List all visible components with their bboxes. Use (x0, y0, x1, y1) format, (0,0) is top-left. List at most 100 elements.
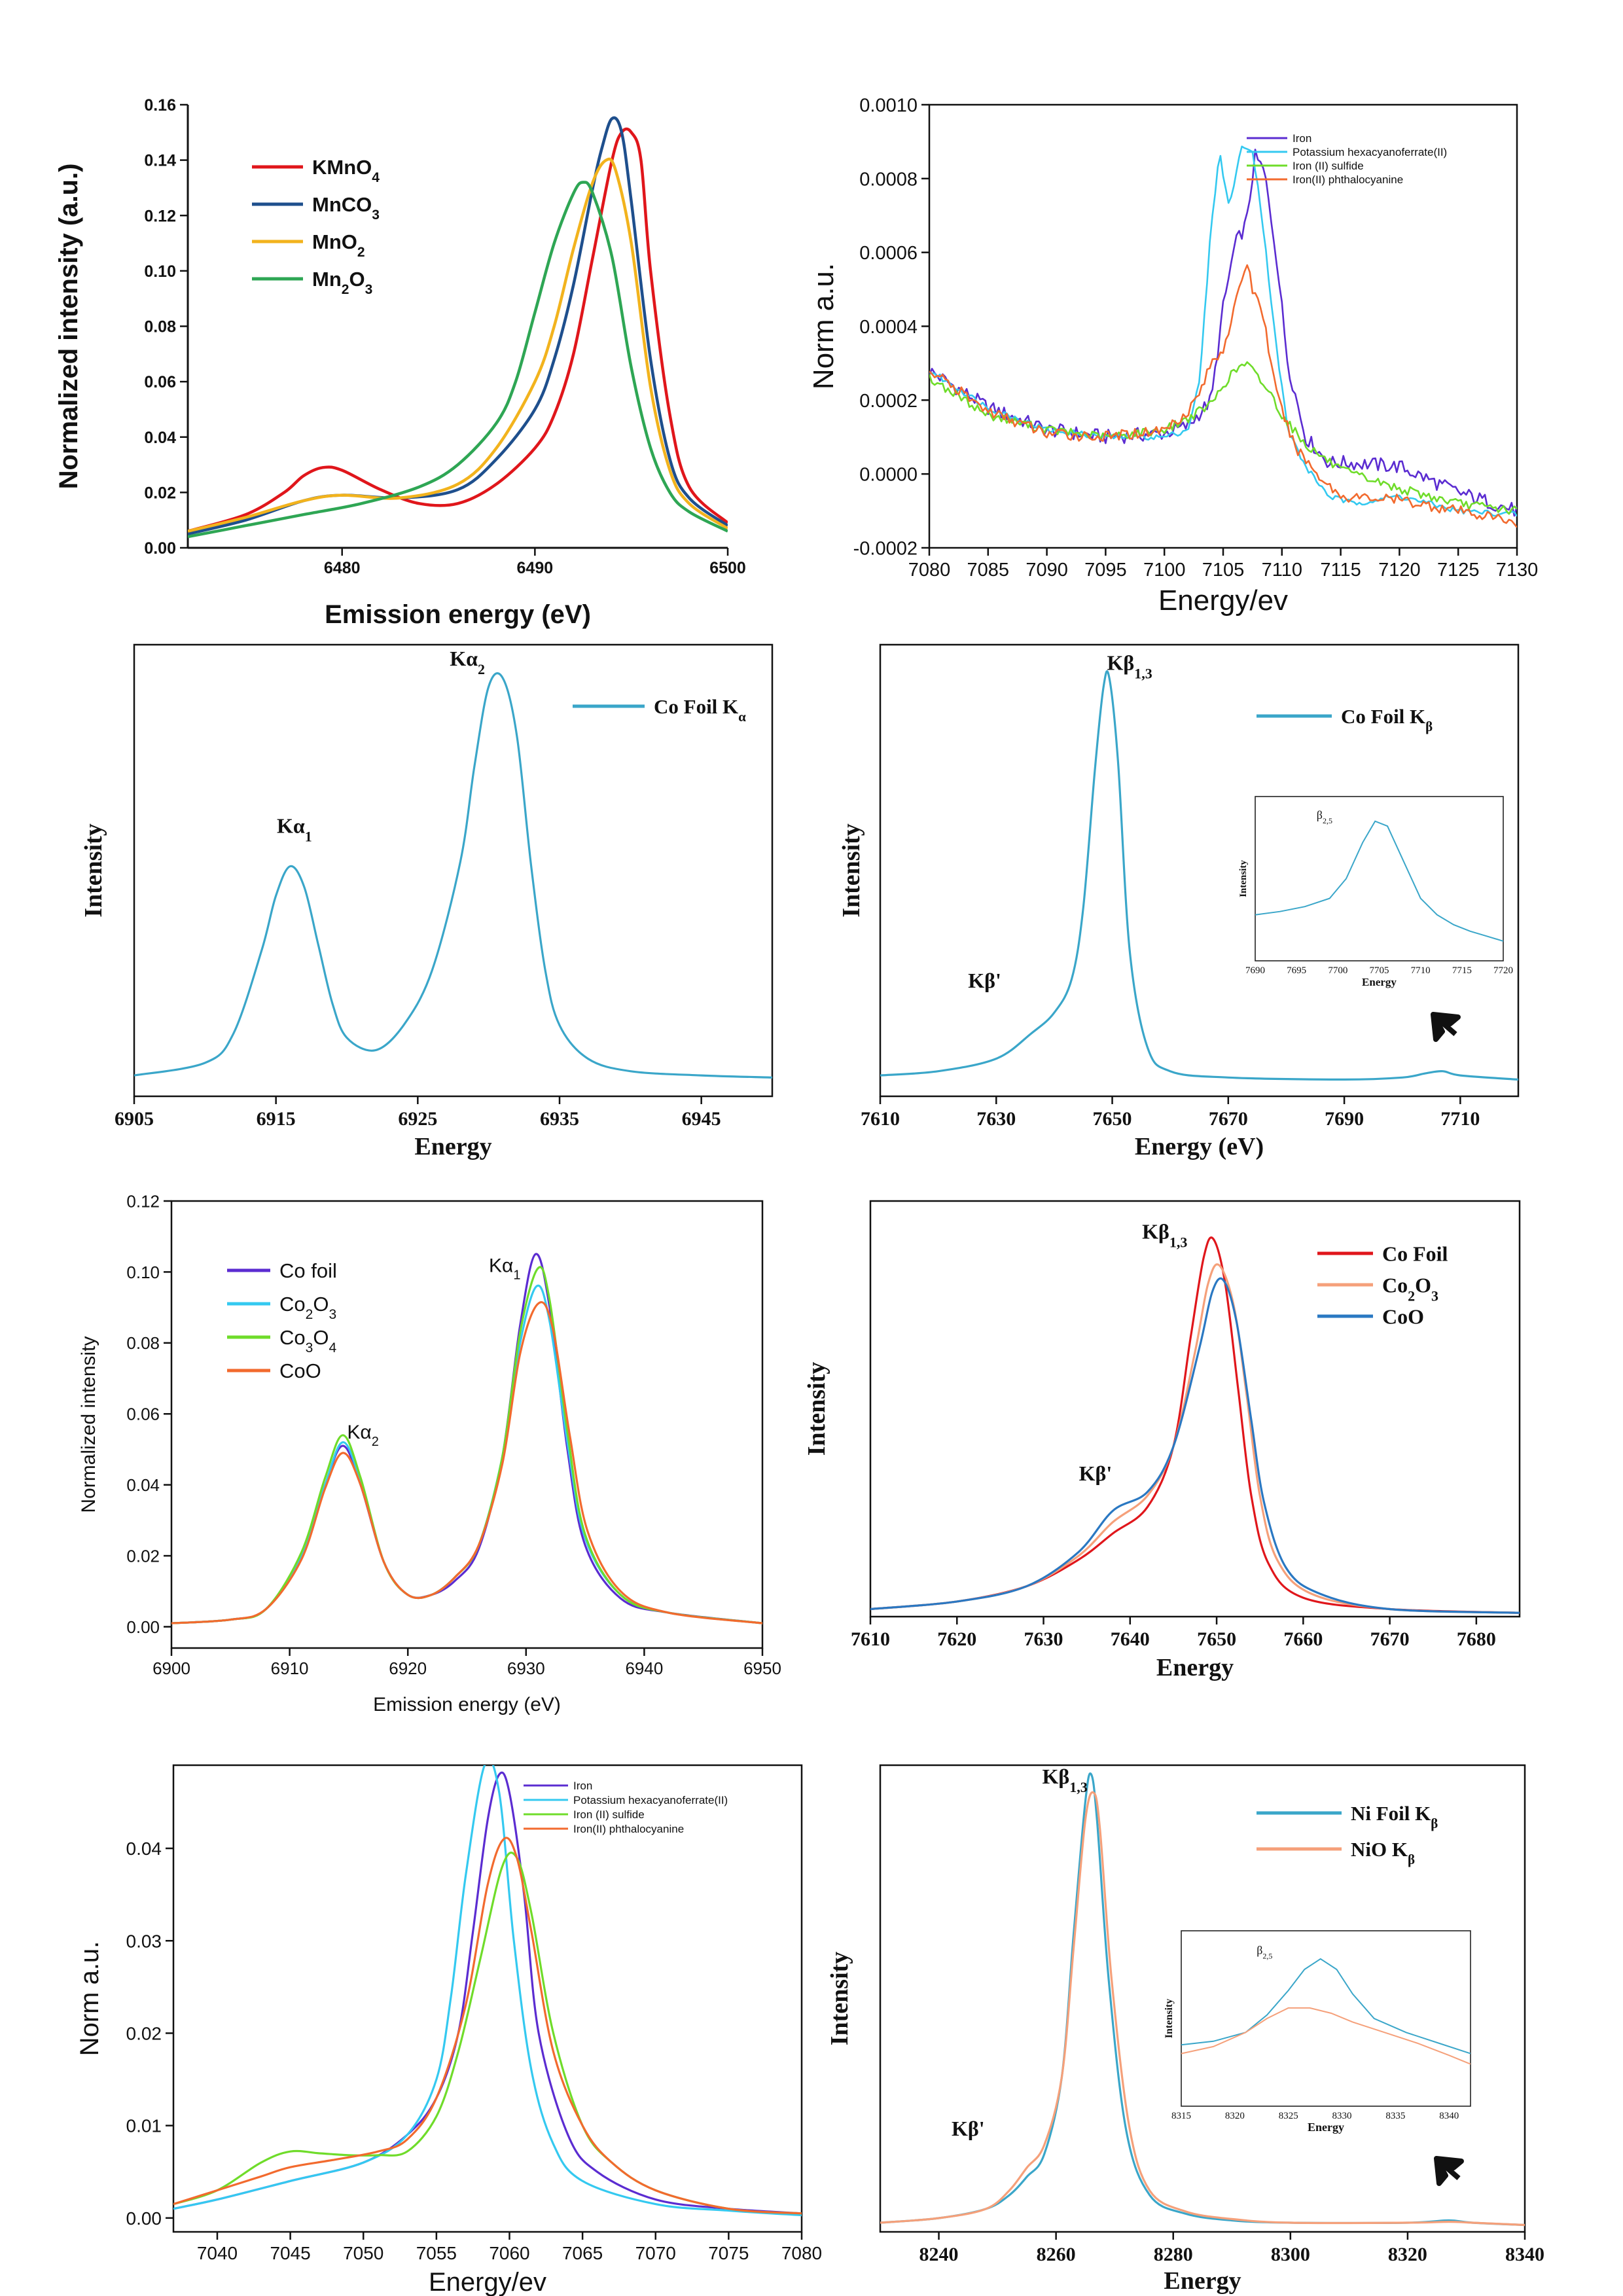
series-group (929, 145, 1517, 528)
x-tick-label: 7100 (1143, 560, 1186, 581)
chart-co-kb: 7610 7630 7650 7670 7690 7710 Energy (eV) Inten… (838, 643, 1520, 1160)
peak-annotation: Kβ1,3 (1142, 1220, 1187, 1251)
inset-chart: 8315 8320 8325 8330 8335 8340 Energy Intensity β… (1164, 1930, 1471, 2134)
y-tick-label: 0.01 (126, 2116, 162, 2136)
x-tick-label: 7110 (1262, 560, 1302, 581)
axes-frame (172, 1764, 803, 2233)
chart-co-ka-2: 6900 6910 6920 6930 6940 6950 0.00 0.02 0.04 0.06… (78, 1191, 781, 1715)
x-tick-label: 7690 (1325, 1108, 1364, 1130)
inset-x-label: Energy (1308, 2121, 1344, 2134)
series-line-3 (173, 1852, 802, 2215)
x-tick-label: 7650 (1197, 1628, 1236, 1650)
legend-label: Co foil (279, 1259, 337, 1282)
x-tick-label: 7080 (908, 560, 951, 581)
y-tick-label: 0.16 (144, 96, 176, 115)
series-line-2 (929, 145, 1517, 517)
legend: Iron Potassium hexacyanoferrate(II) Iron (… (524, 1780, 728, 1835)
x-tick-label: 6950 (743, 1659, 781, 1678)
inset-tick-label: 7720 (1493, 965, 1513, 976)
series-line-1 (134, 672, 772, 1079)
y-tick-label: 0.0008 (859, 169, 918, 190)
x-tick-label: 7115 (1320, 560, 1361, 581)
legend-label: Iron (1293, 132, 1311, 145)
legend-label: Co3O4 (279, 1326, 336, 1355)
legend-label: Potassium hexacyanoferrate(II) (573, 1794, 728, 1806)
y-tick-label: 0.0002 (859, 391, 918, 412)
inset-tick-label: 8330 (1332, 2111, 1352, 2121)
series-line-1 (188, 127, 728, 533)
x-tick-label: 7120 (1378, 560, 1421, 581)
x-tick-label: 7085 (967, 560, 1010, 581)
x-tick-label: 6915 (257, 1108, 296, 1130)
series-line-4 (173, 1837, 802, 2215)
legend-label: Co2O3 (279, 1293, 336, 1322)
y-axis-label: Intensity (803, 1362, 830, 1456)
x-tick-label: 6945 (682, 1108, 721, 1130)
y-tick-label: 0.0004 (859, 317, 918, 338)
x-tick-label: 7610 (861, 1108, 900, 1130)
series-line-1 (173, 1771, 802, 2215)
series-line-3 (929, 361, 1517, 515)
x-tick-label: 8260 (1037, 2244, 1076, 2265)
x-tick-label: 7040 (197, 2243, 238, 2263)
y-tick-label: 0.06 (144, 373, 176, 391)
x-tick-label: 7065 (562, 2243, 603, 2263)
y-axis-label: Norm a.u. (808, 263, 840, 389)
legend-label: CoO (279, 1359, 321, 1382)
legend-label: Iron (573, 1780, 592, 1792)
chart-co-kb-2: 7610 7620 7630 7640 7650 7660 7670 7680 Energy In… (803, 1200, 1521, 1681)
series-line-3 (188, 157, 728, 533)
series-group (171, 1253, 762, 1624)
y-tick-label: 0.04 (126, 1475, 160, 1495)
x-tick-label: 7105 (1202, 560, 1245, 581)
legend-label: KMnO4 (312, 156, 380, 185)
inset-tick-label: 8320 (1225, 2111, 1245, 2121)
axes-frame (170, 1200, 764, 1649)
x-tick-label: 7070 (635, 2243, 676, 2263)
y-axis-label: Intensity (826, 1952, 853, 2046)
series-line-2 (870, 1263, 1520, 1614)
legend-label: Co Foil Kα (654, 695, 746, 725)
peak-annotation: Kβ1,3 (1107, 651, 1152, 681)
inset-tick-label: 7705 (1370, 965, 1389, 976)
y-axis-label: Normalized intensity (78, 1336, 99, 1513)
inset-tick-label: 8325 (1279, 2111, 1298, 2121)
x-tick-label: 7680 (1457, 1628, 1496, 1650)
x-tick-label: 7670 (1209, 1108, 1248, 1130)
x-tick-label: 7670 (1370, 1628, 1410, 1650)
x-tick-label: 7045 (270, 2243, 310, 2263)
chart-mn-kbeta: 6480 6490 6500 0.00 0.02 0.04 0.06 0.08 0.10 0.12… (54, 96, 746, 629)
legend-label: Iron (II) sulfide (573, 1808, 645, 1821)
inset-peak-label: β2,5 (1317, 808, 1332, 825)
series-group (173, 1765, 802, 2217)
y-tick-label: 0.0000 (859, 465, 918, 486)
x-tick-label: 7055 (416, 2243, 457, 2263)
y-tick-label: 0.0006 (859, 243, 918, 264)
series-group (870, 1236, 1520, 1614)
inset-tick-label: 8340 (1439, 2111, 1459, 2121)
x-tick-label: 8340 (1505, 2244, 1544, 2265)
series-line-3 (870, 1277, 1520, 1614)
x-tick-label: 7125 (1437, 560, 1480, 581)
series-line-1 (929, 149, 1517, 517)
chart-ni-kb: 8240 8260 8280 8300 8320 8340 Energy Intensity K… (826, 1764, 1544, 2295)
x-tick-label: 7060 (489, 2243, 529, 2263)
y-tick-label: 0.03 (126, 1931, 162, 1951)
y-tick-label: 0.0010 (859, 95, 918, 116)
inset-tick-label: 7690 (1245, 965, 1265, 976)
inset-peak-label: β2,5 (1257, 1943, 1272, 1960)
series-line-2 (188, 116, 728, 535)
x-axis-label: Energy (1164, 2267, 1241, 2295)
series-line-2 (880, 1791, 1525, 2227)
chart-fe-kb: 7040 7045 7050 7055 7060 7065 7070 7075 7080 0.00… (75, 1764, 822, 2296)
y-tick-label: 0.00 (126, 2208, 162, 2229)
inset-tick-label: 7695 (1287, 965, 1306, 976)
inset-chart: 7690 7695 7700 7705 7710 7715 7720 Energy Intens… (1238, 796, 1513, 988)
legend-label: Ni Foil Kβ (1351, 1802, 1438, 1831)
inset-tick-label: 7700 (1328, 965, 1347, 976)
x-axis-label: Energy (eV) (1135, 1133, 1264, 1160)
y-axis-label: Intensity (838, 823, 865, 918)
x-tick-label: 7650 (1093, 1108, 1132, 1130)
